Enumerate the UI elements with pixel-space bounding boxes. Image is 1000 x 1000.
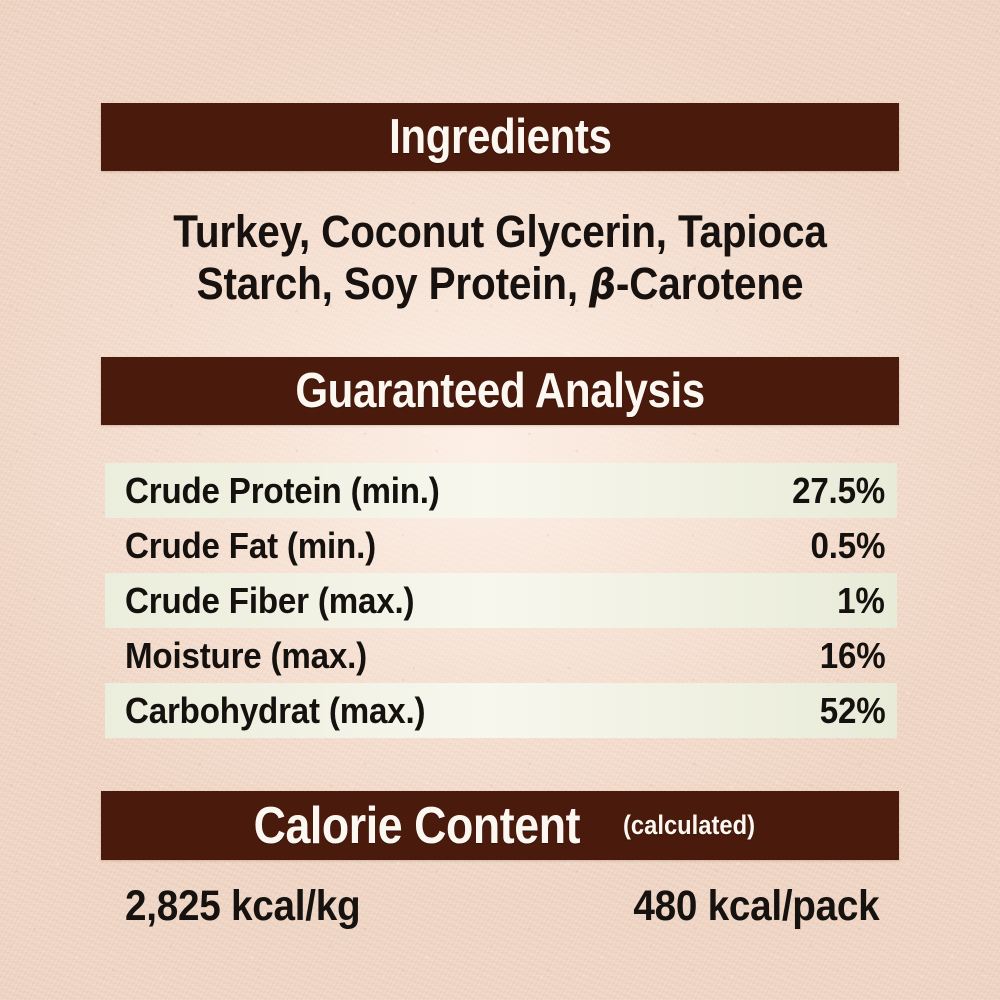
nutrient-label: Moisture (max.) <box>125 634 368 676</box>
calorie-per-pack-value: 480 kcal/pack <box>632 882 879 930</box>
nutrient-value: 0.5% <box>810 524 885 566</box>
nutrient-label: Crude Protein (min.) <box>125 469 440 511</box>
ingredients-list: Turkey, Coconut Glycerin, Tapioca Starch… <box>101 206 899 311</box>
guaranteed-analysis-table: Crude Protein (min.) 27.5% Crude Fat (mi… <box>105 463 897 738</box>
table-row: Crude Fiber (max.) 1% <box>105 573 897 628</box>
table-row: Carbohydrat (max.) 52% <box>105 683 897 738</box>
table-row: Crude Fat (min.) 0.5% <box>105 518 897 573</box>
nutrient-value: 27.5% <box>792 469 885 511</box>
table-row: Crude Protein (min.) 27.5% <box>105 463 897 518</box>
calorie-values-row: 2,825 kcal/kg 480 kcal/pack <box>101 882 899 931</box>
ingredients-line-1: Turkey, Coconut Glycerin, Tapioca <box>173 206 827 257</box>
nutrient-label: Crude Fat (min.) <box>125 524 376 566</box>
nutrient-label: Crude Fiber (max.) <box>125 579 415 621</box>
nutrient-label: Carbohydrat (max.) <box>125 689 426 731</box>
calorie-per-kg-value: 2,825 kcal/kg <box>125 882 361 930</box>
guaranteed-analysis-header-title: Guaranteed Analysis <box>295 364 705 418</box>
ingredients-line-2-text: Starch, Soy Protein, <box>196 258 590 309</box>
nutrient-value: 16% <box>819 634 885 676</box>
guaranteed-analysis-header-bar: Guaranteed Analysis <box>101 357 899 425</box>
calorie-content-header-note: (calculated) <box>622 810 755 840</box>
ingredients-line-2: Starch, Soy Protein, β-Carotene <box>141 258 859 311</box>
table-row: Moisture (max.) 16% <box>105 628 897 683</box>
ingredients-header-title: Ingredients <box>388 110 612 164</box>
beta-symbol: β <box>589 260 616 309</box>
nutrient-value: 1% <box>837 579 885 621</box>
calorie-content-header-title: Calorie Content <box>253 796 581 855</box>
nutrient-value: 52% <box>819 689 885 731</box>
calorie-content-header-bar: Calorie Content (calculated) <box>101 791 899 860</box>
ingredients-line-2-suffix: -Carotene <box>615 258 804 309</box>
ingredients-header-bar: Ingredients <box>101 103 899 171</box>
